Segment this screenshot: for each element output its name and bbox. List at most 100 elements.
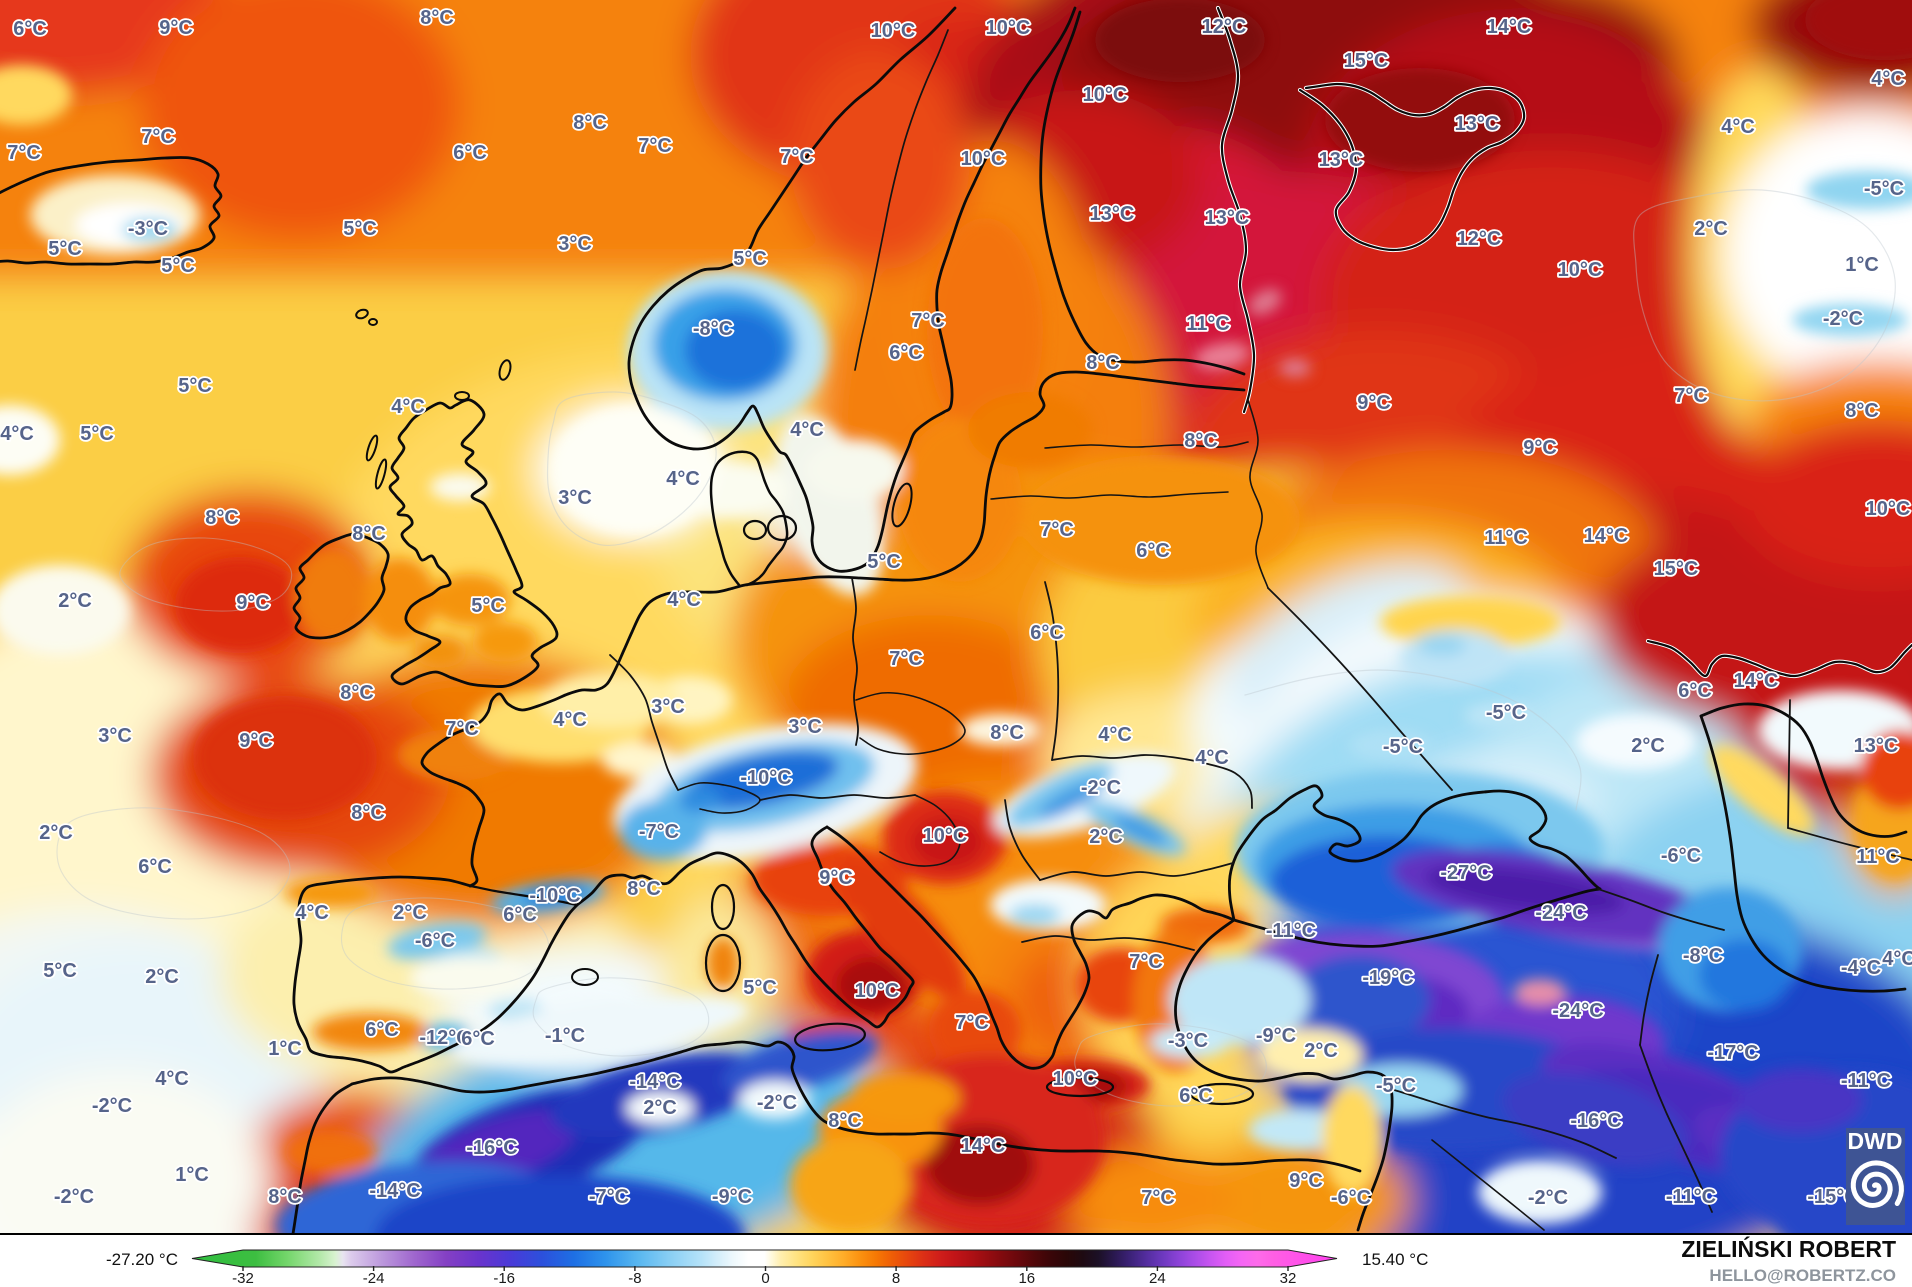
svg-text:7°C: 7°C: [445, 718, 479, 740]
svg-text:3°C: 3°C: [98, 725, 132, 747]
svg-text:7°C: 7°C: [1141, 1187, 1175, 1209]
svg-text:4°C: 4°C: [1195, 747, 1229, 769]
svg-text:2°C: 2°C: [1304, 1040, 1338, 1062]
svg-text:-6°C: -6°C: [415, 930, 455, 952]
svg-text:4°C: 4°C: [553, 709, 587, 731]
svg-text:10°C: 10°C: [855, 980, 900, 1002]
svg-text:6°C: 6°C: [461, 1028, 495, 1050]
svg-text:8°C: 8°C: [420, 7, 454, 29]
svg-text:7°C: 7°C: [7, 142, 41, 164]
svg-text:8°C: 8°C: [205, 507, 239, 529]
svg-text:5°C: 5°C: [80, 423, 114, 445]
svg-text:-8°C: -8°C: [1683, 945, 1723, 967]
svg-text:2°C: 2°C: [145, 966, 179, 988]
svg-text:8°C: 8°C: [990, 722, 1024, 744]
svg-text:-14°C: -14°C: [629, 1071, 680, 1093]
svg-text:-4°C: -4°C: [1841, 957, 1881, 979]
svg-text:7°C: 7°C: [1674, 385, 1708, 407]
svg-text:8°C: 8°C: [352, 523, 386, 545]
svg-text:3°C: 3°C: [651, 696, 685, 718]
svg-text:-5°C: -5°C: [1383, 736, 1423, 758]
svg-text:-16°C: -16°C: [466, 1137, 517, 1159]
svg-text:14°C: 14°C: [1487, 16, 1532, 38]
svg-text:7°C: 7°C: [638, 135, 672, 157]
svg-text:14°C: 14°C: [1734, 670, 1779, 692]
svg-text:-2°C: -2°C: [92, 1095, 132, 1117]
svg-text:7°C: 7°C: [955, 1012, 989, 1034]
svg-text:10°C: 10°C: [986, 17, 1031, 39]
svg-text:12°C: 12°C: [1457, 228, 1502, 250]
svg-text:4°C: 4°C: [0, 423, 34, 445]
svg-text:2°C: 2°C: [39, 822, 73, 844]
svg-text:8°C: 8°C: [268, 1186, 302, 1208]
svg-text:-3°C: -3°C: [1168, 1030, 1208, 1052]
svg-text:5°C: 5°C: [43, 960, 77, 982]
svg-text:HELLO@ROBERTZ.CO: HELLO@ROBERTZ.CO: [1709, 1266, 1896, 1285]
svg-text:4°C: 4°C: [1871, 68, 1905, 90]
svg-text:-32: -32: [232, 1270, 254, 1287]
svg-text:-9°C: -9°C: [712, 1186, 752, 1208]
svg-text:2°C: 2°C: [643, 1097, 677, 1119]
svg-text:2°C: 2°C: [1694, 218, 1728, 240]
svg-text:4°C: 4°C: [1721, 116, 1755, 138]
svg-text:9°C: 9°C: [1523, 437, 1557, 459]
svg-text:6°C: 6°C: [365, 1019, 399, 1041]
svg-text:-8: -8: [628, 1270, 641, 1287]
svg-text:24: 24: [1149, 1270, 1166, 1287]
svg-text:7°C: 7°C: [141, 126, 175, 148]
svg-text:1°C: 1°C: [175, 1164, 209, 1186]
svg-text:5°C: 5°C: [178, 375, 212, 397]
svg-text:10°C: 10°C: [923, 825, 968, 847]
svg-text:4°C: 4°C: [667, 589, 701, 611]
svg-text:6°C: 6°C: [889, 342, 923, 364]
svg-text:4°C: 4°C: [666, 468, 700, 490]
svg-text:6°C: 6°C: [138, 856, 172, 878]
svg-text:6°C: 6°C: [13, 18, 47, 40]
svg-text:0: 0: [761, 1270, 769, 1287]
svg-text:9°C: 9°C: [159, 17, 193, 39]
svg-text:-11°C: -11°C: [1666, 1186, 1716, 1208]
svg-text:-19°C: -19°C: [1362, 967, 1413, 989]
svg-text:4°C: 4°C: [391, 396, 425, 418]
svg-text:4°C: 4°C: [790, 419, 824, 441]
svg-text:-17°C: -17°C: [1707, 1042, 1758, 1064]
svg-text:5°C: 5°C: [48, 238, 82, 260]
svg-text:6°C: 6°C: [1136, 540, 1170, 562]
svg-text:ZIELIŃSKI ROBERT: ZIELIŃSKI ROBERT: [1681, 1235, 1896, 1262]
svg-text:5°C: 5°C: [161, 255, 195, 277]
svg-text:8°C: 8°C: [1845, 400, 1879, 422]
svg-text:10°C: 10°C: [1083, 84, 1128, 106]
svg-text:5°C: 5°C: [743, 977, 777, 999]
svg-text:6°C: 6°C: [503, 904, 537, 926]
svg-text:3°C: 3°C: [558, 233, 592, 255]
svg-text:6°C: 6°C: [1179, 1085, 1213, 1107]
svg-text:8°C: 8°C: [340, 682, 374, 704]
svg-text:15°C: 15°C: [1344, 50, 1389, 72]
svg-text:-10°C: -10°C: [740, 767, 791, 789]
svg-text:13°C: 13°C: [1854, 735, 1899, 757]
svg-text:11°C: 11°C: [1484, 527, 1528, 549]
svg-text:9°C: 9°C: [820, 867, 854, 889]
svg-text:-5°C: -5°C: [1864, 178, 1904, 200]
svg-text:12°C: 12°C: [1202, 16, 1247, 38]
svg-text:-2°C: -2°C: [1823, 308, 1863, 330]
svg-text:3°C: 3°C: [558, 487, 592, 509]
svg-text:-8°C: -8°C: [693, 318, 733, 340]
svg-text:5°C: 5°C: [733, 248, 767, 270]
svg-text:-7°C: -7°C: [589, 1186, 629, 1208]
svg-text:13°C: 13°C: [1319, 149, 1364, 171]
svg-text:16: 16: [1018, 1270, 1035, 1287]
svg-text:5°C: 5°C: [343, 218, 377, 240]
svg-text:-2°C: -2°C: [54, 1186, 94, 1208]
svg-text:-11°C: -11°C: [1266, 920, 1316, 942]
svg-text:8: 8: [892, 1270, 900, 1287]
svg-text:-11°C: -11°C: [1841, 1070, 1891, 1092]
svg-text:-2°C: -2°C: [757, 1092, 797, 1114]
svg-text:6°C: 6°C: [1678, 680, 1712, 702]
svg-text:11°C: 11°C: [1856, 846, 1900, 868]
svg-text:-27°C: -27°C: [1440, 862, 1491, 884]
svg-text:-24°C: -24°C: [1535, 902, 1586, 924]
svg-text:11°C: 11°C: [1186, 313, 1230, 335]
svg-text:2°C: 2°C: [1631, 735, 1665, 757]
svg-text:7°C: 7°C: [1040, 519, 1074, 541]
